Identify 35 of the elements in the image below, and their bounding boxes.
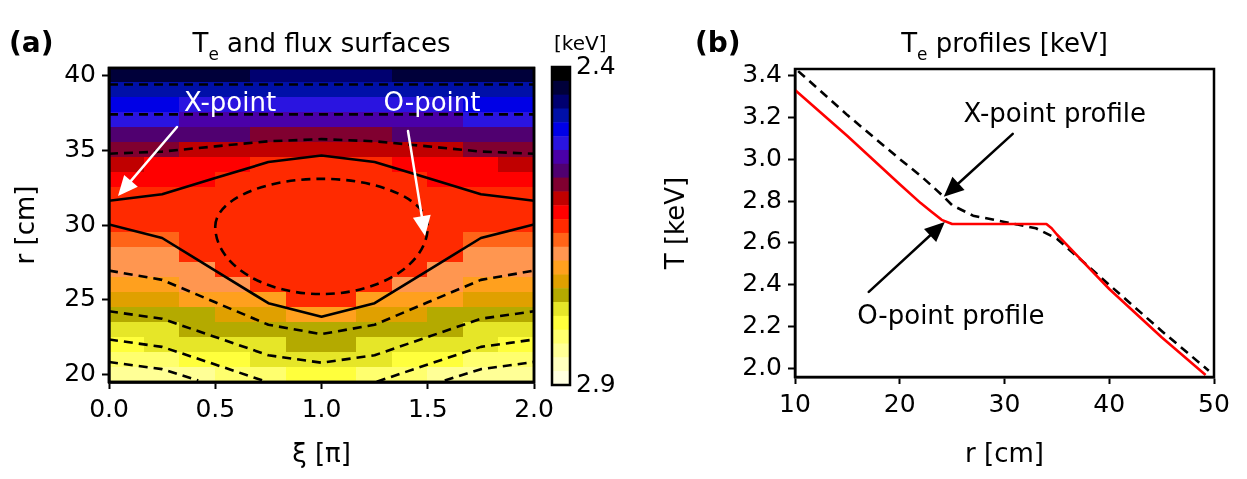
x-tick-label: 2.0 — [514, 393, 554, 423]
y-tick-label: 25 — [64, 283, 96, 313]
annotation: O-point profile — [857, 299, 1045, 330]
y-tick-label: 35 — [64, 133, 96, 163]
x-tick-label: 30 — [988, 388, 1021, 418]
x-tick-label: 1.0 — [301, 393, 342, 423]
y-tick-label: 2.8 — [742, 184, 782, 214]
y-tick-label: 40 — [64, 58, 96, 88]
x-axis-title: ξ [π] — [292, 438, 351, 469]
x-axis-title: r [cm] — [965, 438, 1044, 469]
x-tick-label: 10 — [779, 388, 811, 418]
annotation: O-point — [383, 86, 481, 117]
y-tick-label: 2.0 — [742, 352, 782, 382]
annotation: X-point profile — [963, 97, 1147, 128]
x-tick-label: 50 — [1198, 388, 1230, 418]
color-bar-label: 2.9 — [576, 368, 616, 398]
y-tick-label: 30 — [64, 208, 96, 238]
y-tick-label: 2.2 — [742, 310, 782, 340]
x-tick-label: 1.5 — [407, 393, 448, 423]
x-tick-label: 0.5 — [195, 393, 236, 423]
y-tick-label: 3.2 — [742, 100, 782, 130]
y-tick-label: 20 — [64, 358, 96, 388]
text: (a) — [9, 26, 54, 59]
y-tick-label: 3.0 — [742, 142, 782, 172]
y-tick-label: 2.6 — [742, 226, 782, 256]
x-tick-label: 20 — [883, 388, 916, 418]
x-tick-label: 40 — [1093, 388, 1126, 418]
y-tick-label: 3.4 — [742, 58, 782, 88]
y-axis-title: T [keV] — [660, 176, 691, 271]
y-axis-title: r [cm] — [10, 185, 41, 265]
annotation: X-point — [183, 86, 277, 117]
y-tick-label: 2.4 — [742, 268, 782, 298]
x-tick-label: 0.0 — [89, 393, 129, 423]
color-bar-title: [keV] — [554, 31, 607, 55]
text: (b) — [695, 26, 741, 59]
